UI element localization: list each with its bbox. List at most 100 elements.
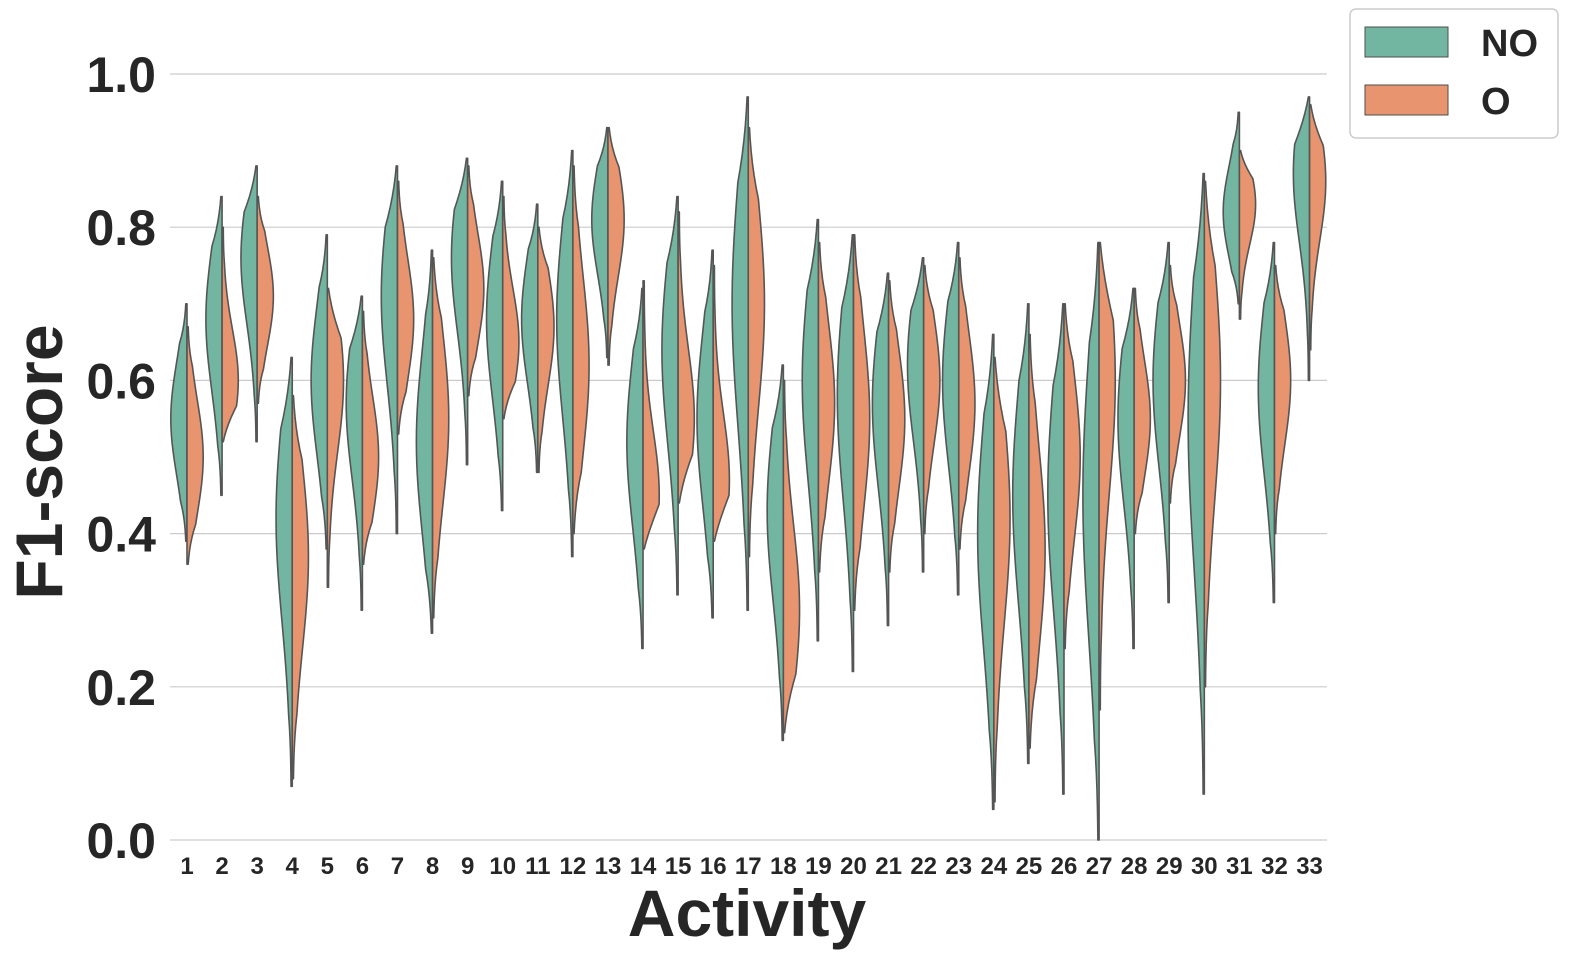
x-tick-label: 14	[630, 853, 657, 880]
violin-o-16	[712, 264, 731, 543]
violin-o-5	[326, 287, 345, 589]
violin-o-25	[1028, 333, 1046, 749]
violin-no-32	[1257, 241, 1276, 604]
violin-no-6	[345, 295, 364, 611]
violin-o-23	[957, 257, 976, 550]
x-tick-label: 3	[250, 853, 263, 880]
x-tick-label: 21	[875, 853, 902, 880]
violin-no-33	[1292, 96, 1311, 382]
x-tick-label: 32	[1261, 853, 1288, 880]
y-tick-label: 0.6	[86, 353, 156, 409]
violin-o-13	[607, 126, 625, 366]
x-tick-label: 29	[1156, 853, 1183, 880]
violin-no-1	[170, 303, 188, 543]
violin-o-1	[186, 325, 204, 566]
violin-o-32	[1273, 264, 1292, 535]
y-tick-label: 1.0	[86, 47, 156, 103]
violin-no-22	[906, 257, 925, 573]
x-tick-label: 27	[1086, 853, 1113, 880]
x-tick-label: 10	[489, 853, 516, 880]
violin-o-9	[466, 165, 485, 397]
violin-o-7	[396, 180, 415, 435]
x-tick-label: 8	[426, 853, 439, 880]
violin-no-29	[1152, 241, 1171, 604]
violin-no-5	[310, 234, 329, 550]
violin-no-10	[485, 180, 504, 512]
violin-no-17	[731, 96, 750, 611]
x-tick-label: 5	[321, 853, 334, 880]
x-tick-label: 16	[700, 853, 727, 880]
violin-o-33	[1308, 103, 1327, 351]
legend-swatch-o	[1364, 84, 1449, 116]
violin-no-18	[766, 364, 785, 742]
x-tick-label: 22	[910, 853, 937, 880]
violin-o-14	[642, 280, 661, 550]
violin-no-31	[1222, 111, 1241, 305]
violin-no-24	[976, 333, 995, 811]
x-tick-label: 15	[665, 853, 692, 880]
violin-o-21	[887, 280, 906, 573]
violin-o-28	[1133, 287, 1152, 535]
x-tick-label: 28	[1121, 853, 1148, 880]
x-axis-label: Activity	[628, 876, 867, 950]
x-tick-label: 33	[1296, 853, 1323, 880]
violin-o-31	[1238, 149, 1257, 320]
violin-no-13	[590, 126, 609, 359]
violin-no-20	[836, 234, 855, 673]
violin-o-15	[677, 211, 696, 504]
violin-no-4	[275, 356, 294, 788]
legend-swatch-no	[1364, 26, 1449, 58]
violin-no-11	[520, 203, 539, 474]
legend: NO O	[1349, 8, 1559, 139]
violin-o-22	[922, 264, 941, 535]
x-tick-label: 9	[461, 853, 474, 880]
legend-label-o: O	[1481, 81, 1511, 123]
violin-o-2	[221, 226, 240, 443]
violin-o-20	[852, 234, 871, 611]
violin-no-12	[555, 149, 574, 558]
x-tick-label: 19	[805, 853, 832, 880]
violin-no-21	[871, 272, 890, 627]
x-tick-label: 2	[215, 853, 228, 880]
x-tick-label: 20	[840, 853, 867, 880]
y-axis-ticks: 0.0 0.2 0.4 0.6 0.8 1.0	[86, 47, 156, 869]
x-tick-label: 4	[286, 853, 300, 880]
violin-no-30	[1187, 172, 1206, 795]
violin-no-9	[450, 157, 469, 466]
violin-o-29	[1168, 264, 1187, 504]
x-tick-label: 31	[1226, 853, 1253, 880]
violin-o-18	[782, 379, 801, 734]
violin-no-2	[205, 195, 223, 497]
violin-no-3	[240, 165, 258, 443]
violin-no-25	[1011, 303, 1030, 765]
y-tick-label: 0.4	[86, 507, 156, 563]
violin-o-11	[537, 226, 555, 474]
x-tick-label: 1	[180, 853, 193, 880]
violin-o-30	[1203, 180, 1222, 688]
x-tick-label: 11	[525, 853, 550, 880]
violin-no-8	[415, 249, 434, 634]
violin-o-6	[361, 310, 380, 566]
y-tick-label: 0.8	[86, 200, 156, 256]
x-tick-label: 30	[1191, 853, 1218, 880]
violin-o-10	[501, 195, 520, 420]
violin-no-19	[801, 218, 820, 642]
legend-label-no: NO	[1481, 23, 1538, 65]
violin-o-26	[1063, 303, 1081, 650]
y-tick-label: 0.2	[86, 660, 156, 716]
violin-no-15	[661, 195, 679, 596]
x-tick-label: 7	[391, 853, 404, 880]
x-tick-label: 26	[1051, 853, 1078, 880]
violin-plot-area	[170, 96, 1327, 841]
violin-no-23	[941, 241, 960, 596]
violin-no-28	[1117, 287, 1135, 650]
x-tick-label: 24	[980, 853, 1007, 880]
violin-o-8	[431, 257, 450, 619]
x-tick-label: 13	[595, 853, 622, 880]
x-tick-label: 23	[945, 853, 972, 880]
violin-no-14	[626, 287, 644, 650]
violin-o-3	[256, 195, 275, 405]
violin-o-24	[993, 356, 1011, 803]
violin-o-4	[291, 394, 310, 780]
